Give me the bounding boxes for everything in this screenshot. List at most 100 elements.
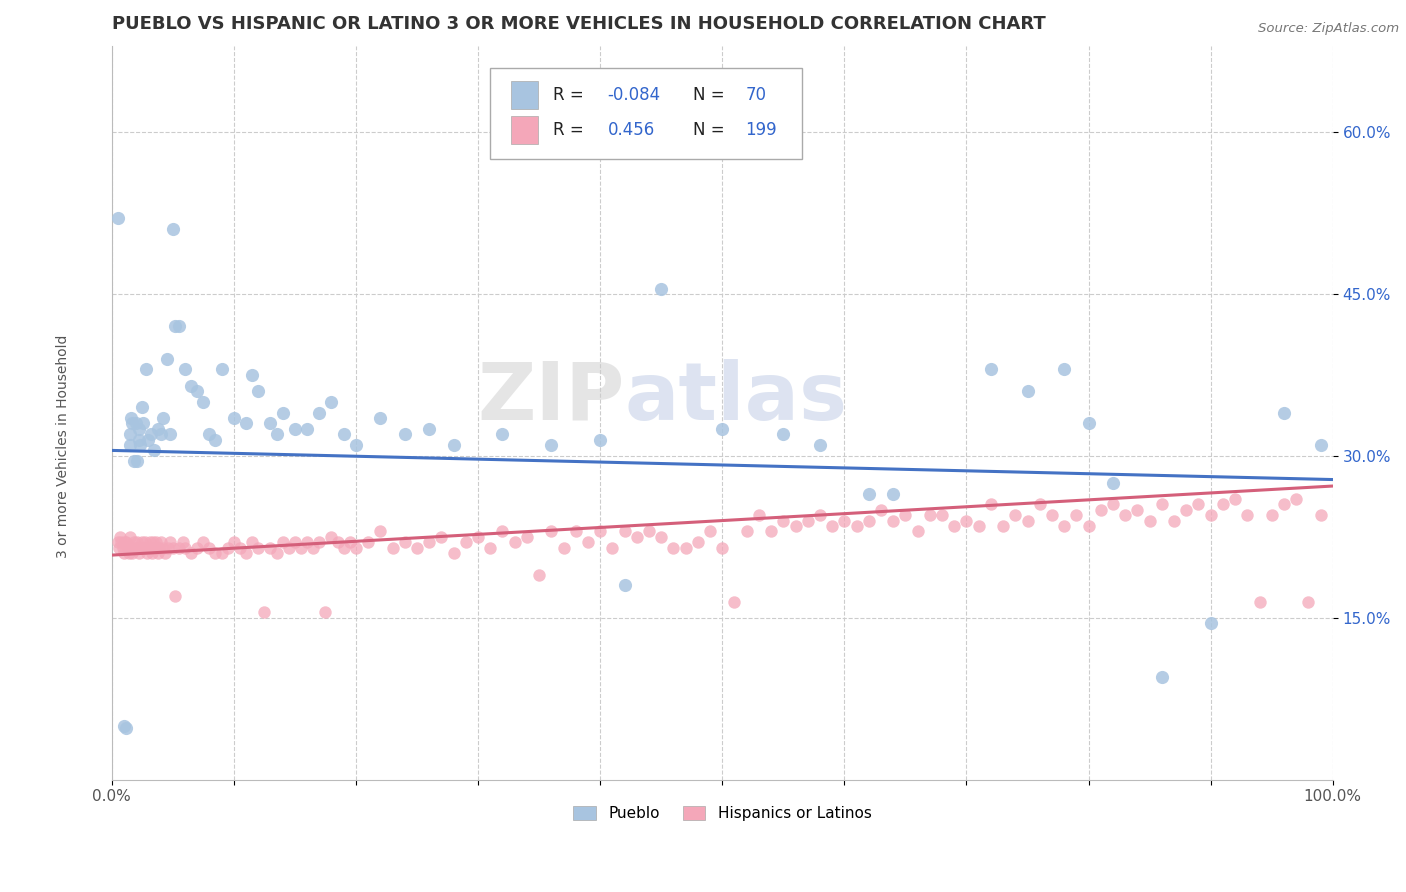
Point bbox=[118, 438, 141, 452]
Point bbox=[467, 530, 489, 544]
Point bbox=[918, 508, 941, 523]
Point bbox=[128, 433, 150, 447]
Point bbox=[124, 541, 146, 555]
Point bbox=[142, 535, 165, 549]
Point bbox=[1298, 594, 1320, 608]
Point bbox=[172, 535, 194, 549]
Point bbox=[418, 422, 440, 436]
Point bbox=[1004, 508, 1026, 523]
Point bbox=[136, 546, 159, 560]
Point bbox=[882, 486, 904, 500]
Point bbox=[240, 368, 263, 382]
Point bbox=[222, 535, 245, 549]
Point bbox=[132, 541, 155, 555]
Point bbox=[174, 541, 197, 555]
Point bbox=[146, 422, 169, 436]
Point bbox=[139, 541, 162, 555]
Point bbox=[1272, 406, 1295, 420]
Point bbox=[589, 524, 612, 539]
Point bbox=[1309, 508, 1331, 523]
Point bbox=[430, 530, 453, 544]
Point bbox=[1126, 502, 1149, 516]
Point bbox=[772, 427, 794, 442]
Point bbox=[284, 422, 307, 436]
Point bbox=[149, 535, 172, 549]
Point bbox=[112, 546, 135, 560]
Point bbox=[662, 541, 685, 555]
Point bbox=[796, 514, 818, 528]
Point bbox=[370, 524, 392, 539]
Point bbox=[1249, 594, 1271, 608]
Point bbox=[146, 541, 169, 555]
Point bbox=[858, 486, 880, 500]
Point bbox=[156, 541, 179, 555]
Point bbox=[834, 514, 856, 528]
Point bbox=[1102, 475, 1125, 490]
Point bbox=[735, 524, 758, 539]
Point bbox=[204, 546, 226, 560]
Point bbox=[167, 541, 190, 555]
Point bbox=[127, 535, 149, 549]
Point bbox=[1053, 362, 1076, 376]
Point bbox=[357, 535, 380, 549]
Point bbox=[1102, 497, 1125, 511]
Point bbox=[553, 541, 575, 555]
Text: atlas: atlas bbox=[624, 359, 848, 437]
Text: -0.084: -0.084 bbox=[607, 86, 661, 103]
Point bbox=[503, 535, 526, 549]
Point bbox=[418, 535, 440, 549]
Point bbox=[443, 546, 465, 560]
Point bbox=[589, 433, 612, 447]
Point bbox=[138, 541, 160, 555]
Point bbox=[808, 508, 831, 523]
Point bbox=[821, 519, 844, 533]
Point bbox=[858, 514, 880, 528]
Point bbox=[167, 319, 190, 334]
Point bbox=[156, 351, 179, 366]
Point bbox=[1223, 491, 1246, 506]
Point bbox=[308, 535, 330, 549]
Point bbox=[1272, 497, 1295, 511]
Point bbox=[159, 427, 181, 442]
Point bbox=[516, 530, 538, 544]
Point bbox=[870, 502, 893, 516]
Point bbox=[162, 541, 184, 555]
Point bbox=[991, 519, 1014, 533]
Point bbox=[284, 535, 307, 549]
Point bbox=[139, 427, 162, 442]
Point bbox=[882, 514, 904, 528]
Point bbox=[118, 530, 141, 544]
Point bbox=[540, 438, 562, 452]
Text: 3 or more Vehicles in Household: 3 or more Vehicles in Household bbox=[56, 334, 70, 558]
Point bbox=[1285, 491, 1308, 506]
Point bbox=[564, 524, 586, 539]
Point bbox=[217, 541, 239, 555]
Point bbox=[699, 524, 721, 539]
Point bbox=[491, 524, 513, 539]
Point bbox=[332, 541, 354, 555]
Point bbox=[308, 406, 330, 420]
Text: N =: N = bbox=[693, 86, 724, 103]
Point bbox=[129, 541, 152, 555]
Point bbox=[295, 422, 318, 436]
Point bbox=[321, 530, 343, 544]
Point bbox=[1077, 417, 1099, 431]
Text: 199: 199 bbox=[745, 121, 778, 139]
Point bbox=[131, 401, 153, 415]
Point bbox=[180, 378, 202, 392]
Point bbox=[711, 422, 734, 436]
Point bbox=[943, 519, 966, 533]
Text: R =: R = bbox=[553, 121, 583, 139]
Text: R =: R = bbox=[553, 86, 583, 103]
Point bbox=[540, 524, 562, 539]
Point bbox=[118, 546, 141, 560]
Point bbox=[174, 362, 197, 376]
Point bbox=[295, 535, 318, 549]
Point bbox=[675, 541, 697, 555]
Point bbox=[117, 541, 139, 555]
Point bbox=[110, 530, 132, 544]
Point bbox=[1114, 508, 1136, 523]
Point bbox=[344, 438, 367, 452]
Point bbox=[159, 535, 181, 549]
Point bbox=[302, 541, 325, 555]
